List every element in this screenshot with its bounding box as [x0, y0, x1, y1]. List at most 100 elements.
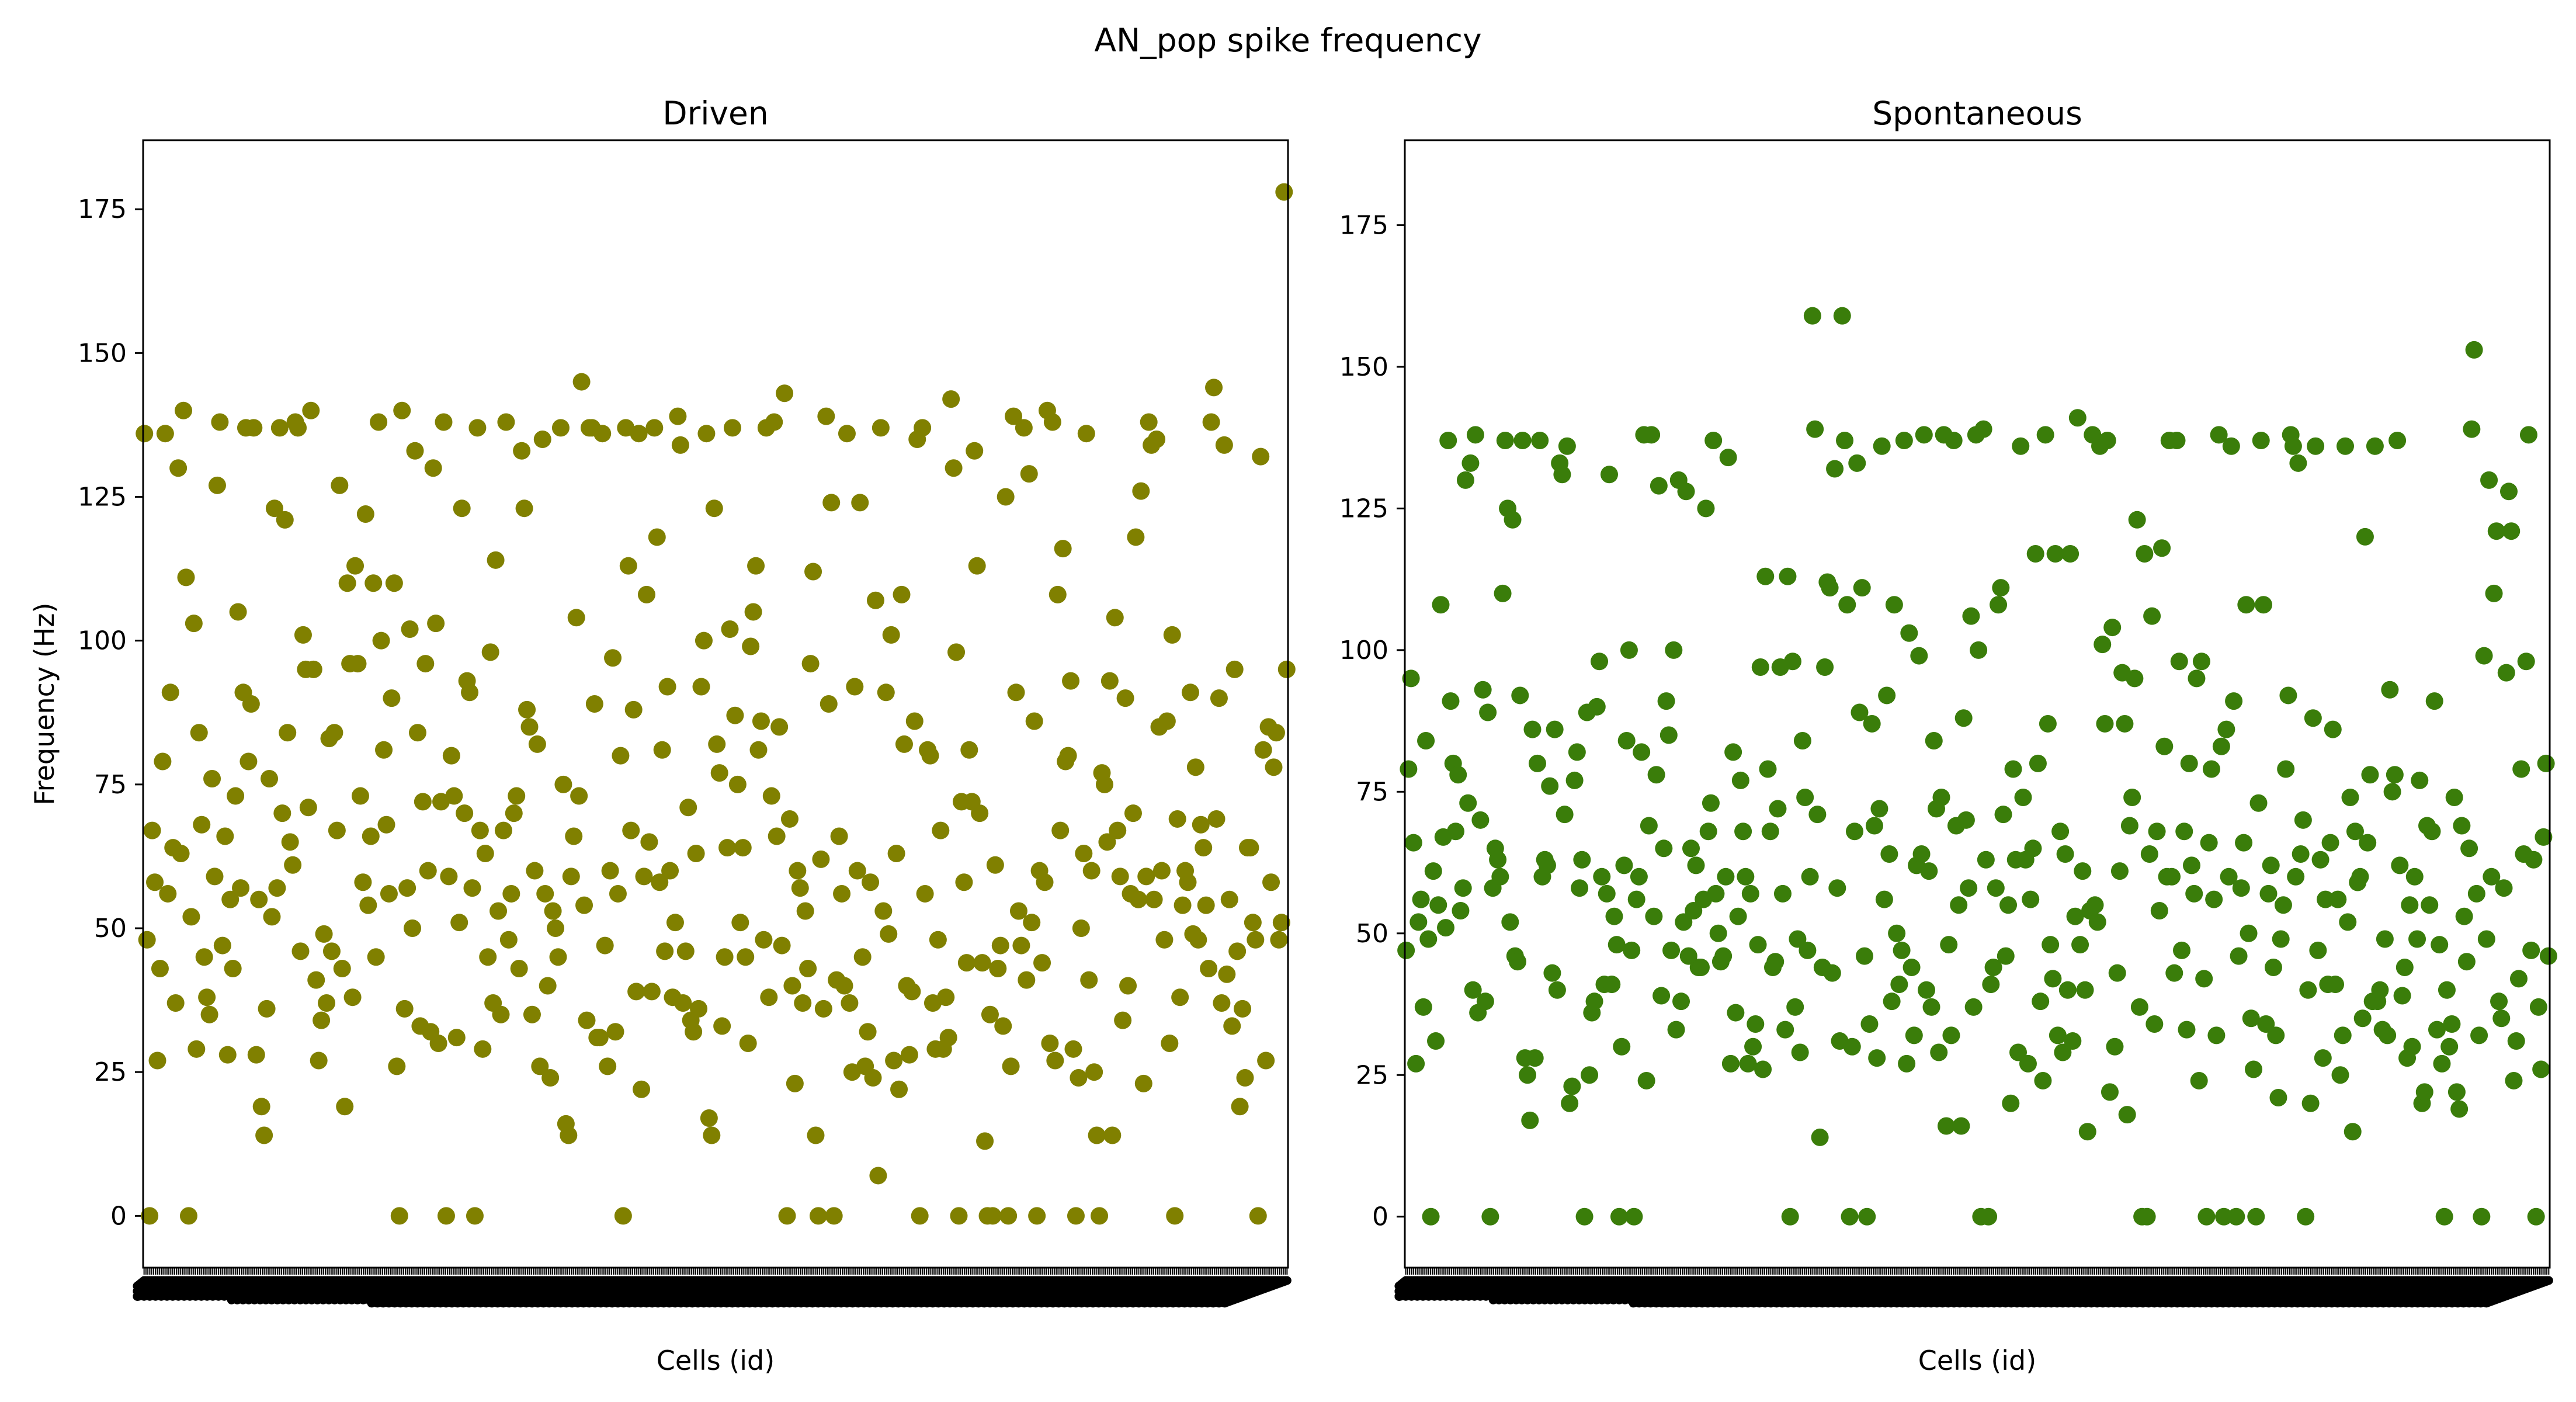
driven-data-point [390, 1207, 408, 1225]
spontaneous-data-point [1846, 823, 1863, 841]
spontaneous-data-point [1640, 817, 1658, 835]
spontaneous-data-point [1799, 941, 1817, 959]
spontaneous-data-point [1942, 1026, 1960, 1044]
driven-data-point [294, 626, 312, 644]
spontaneous-data-point [1474, 681, 1492, 699]
spontaneous-data-point [2383, 783, 2401, 801]
spontaneous-data-point [2019, 1054, 2037, 1073]
spontaneous-data-point [1528, 754, 1546, 772]
spontaneous-data-point [2453, 817, 2471, 835]
driven-data-point [232, 879, 250, 897]
driven-data-point [533, 431, 551, 449]
spontaneous-data-point [2237, 596, 2255, 614]
spontaneous-data-point [1491, 867, 1509, 886]
spontaneous-data-point [1803, 307, 1821, 325]
driven-data-point [690, 1000, 708, 1018]
driven-data-point [281, 833, 299, 851]
driven-data-point [1111, 867, 1129, 886]
spontaneous-data-point [2004, 760, 2022, 778]
driven-data-point [783, 977, 801, 995]
spontaneous-data-point [1761, 823, 1779, 841]
driven-data-point [461, 683, 479, 702]
spontaneous-data-point [1645, 907, 1663, 925]
driven-data-point [905, 712, 924, 730]
spontaneous-data-point [1997, 947, 2015, 965]
driven-data-point [1137, 867, 1155, 886]
driven-data-point [247, 1046, 265, 1064]
driven-data-point [989, 959, 1007, 977]
driven-data-point [177, 568, 195, 587]
driven-data-point [468, 419, 487, 437]
driven-data-point [1070, 1069, 1088, 1087]
driven-data-point [437, 1207, 455, 1225]
driven-data-point [1262, 873, 1280, 891]
spontaneous-data-point [1717, 867, 1735, 886]
spontaneous-data-point [1459, 794, 1477, 812]
spontaneous-data-point [1843, 1037, 1861, 1056]
driven-data-point [780, 810, 799, 828]
spontaneous-y-tick-label: 50 [1356, 919, 1388, 949]
spontaneous-data-point [1883, 992, 1901, 1011]
driven-data-point [528, 735, 546, 753]
driven-data-point [356, 505, 374, 523]
driven-data-point [263, 908, 281, 926]
driven-data-point [284, 856, 302, 874]
spontaneous-panel: Spontaneous 0 25 50 75 100 125 150 175 Cells (i… [1339, 95, 2557, 1376]
spontaneous-data-point [2061, 544, 2079, 563]
spontaneous-data-point [2259, 884, 2278, 903]
driven-data-point [450, 914, 468, 932]
driven-data-point [1007, 683, 1025, 702]
driven-data-point [921, 747, 939, 765]
driven-points [136, 183, 1296, 1225]
driven-data-point [872, 419, 890, 437]
driven-data-point [304, 660, 322, 678]
driven-data-point [408, 724, 426, 742]
spontaneous-data-point [2222, 437, 2240, 455]
spontaneous-data-point [1855, 947, 1873, 965]
driven-data-point [1023, 914, 1041, 932]
driven-y-tick-label: 125 [78, 483, 127, 512]
driven-data-point [633, 1080, 651, 1098]
spontaneous-data-point [1593, 867, 1611, 886]
driven-data-point [515, 499, 533, 518]
spontaneous-data-point [1538, 856, 1556, 874]
spontaneous-data-point [2353, 1009, 2372, 1028]
spontaneous-data-point [1556, 806, 1574, 824]
spontaneous-data-point [1397, 941, 1415, 959]
spontaneous-data-point [2101, 1083, 2119, 1101]
spontaneous-data-point [2381, 681, 2399, 699]
spontaneous-data-point [1990, 596, 2008, 614]
spontaneous-data-point [1851, 703, 1869, 721]
spontaneous-data-point [2002, 1094, 2020, 1112]
spontaneous-data-point [1565, 771, 1584, 789]
spontaneous-data-point [2455, 907, 2473, 925]
spontaneous-y-tick-label: 0 [1372, 1202, 1388, 1232]
driven-data-point [1220, 890, 1238, 908]
driven-data-point [401, 620, 419, 638]
driven-data-point [997, 488, 1015, 506]
driven-data-point [957, 954, 975, 972]
spontaneous-data-point [2051, 823, 2070, 841]
spontaneous-data-point [2128, 511, 2146, 529]
driven-data-point [229, 603, 247, 621]
spontaneous-data-point [2074, 862, 2092, 880]
driven-data-point [635, 867, 653, 886]
spontaneous-data-point [1479, 703, 1497, 721]
driven-data-point [367, 948, 385, 966]
spontaneous-data-point [1452, 901, 1470, 919]
spontaneous-data-point [1992, 579, 2010, 597]
driven-data-point [1018, 971, 1036, 989]
driven-y-axis: 0 25 50 75 100 125 150 175 [78, 195, 143, 1231]
driven-data-point [307, 971, 325, 989]
driven-data-point [328, 821, 346, 839]
spontaneous-data-point [2356, 528, 2374, 546]
spontaneous-x-axis-label: Cells (id) [1918, 1345, 2036, 1376]
driven-data-point [1116, 689, 1134, 707]
driven-data-point [991, 936, 1009, 955]
spontaneous-data-point [2064, 1032, 2082, 1050]
driven-data-point [179, 1207, 197, 1225]
spontaneous-data-point [1402, 669, 1420, 688]
spontaneous-data-point [1667, 1021, 1685, 1039]
spontaneous-data-point [1523, 720, 1542, 738]
driven-data-point [614, 1207, 632, 1225]
